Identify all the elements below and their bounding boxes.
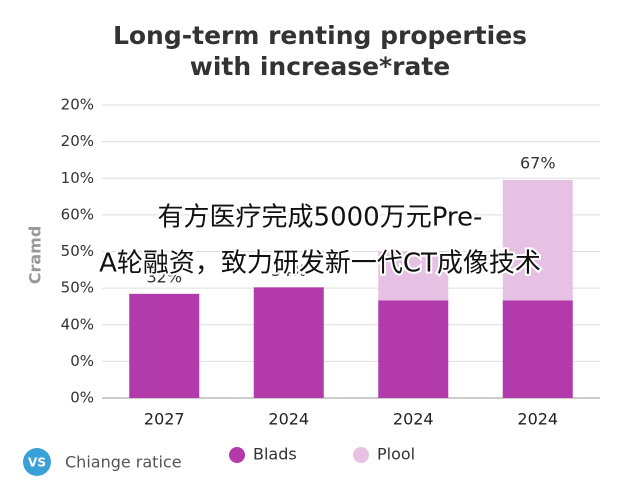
value-label: 34% [271, 261, 307, 280]
bar-segment [378, 251, 449, 301]
legend-swatch [229, 447, 245, 463]
bar-segment [378, 300, 449, 398]
overlay-text: A轮融资，致力研发新一代CT成像技术 [99, 249, 541, 279]
y-tick-label: 50% [61, 279, 94, 297]
y-tick-label: 60% [61, 205, 94, 223]
bar-segment [502, 179, 573, 301]
chart-title: with increase*rate [190, 52, 450, 81]
legend-label: Blads [253, 445, 297, 464]
y-axis-label: Cramd [26, 226, 45, 285]
bar-segment [502, 300, 573, 398]
legend-badge [23, 448, 51, 476]
chart-title: Long-term renting properties [113, 21, 527, 50]
legend-swatch [353, 447, 369, 463]
legend-badge-text: VS [28, 456, 46, 470]
y-tick-label: 50% [61, 242, 94, 260]
x-tick-label: 2024 [517, 410, 558, 429]
legend-note: Chiange ratice [65, 453, 182, 472]
value-label: 32% [146, 267, 182, 286]
bar-segment [253, 287, 324, 398]
x-tick-label: 2027 [144, 410, 185, 429]
y-tick-label: 0% [70, 389, 94, 407]
overlay-text: 有方医疗完成5000万元Pre- [158, 203, 483, 233]
y-tick-label: 0% [70, 352, 94, 370]
y-tick-label: 10% [61, 169, 94, 187]
y-tick-label: 40% [61, 315, 94, 333]
bar-segment [129, 293, 200, 398]
x-tick-label: 2024 [393, 410, 434, 429]
legend-label: Plool [377, 445, 415, 464]
value-label: 67% [520, 153, 556, 172]
y-tick-label: 20% [61, 96, 94, 114]
x-tick-label: 2024 [268, 410, 309, 429]
y-tick-label: 20% [61, 132, 94, 150]
